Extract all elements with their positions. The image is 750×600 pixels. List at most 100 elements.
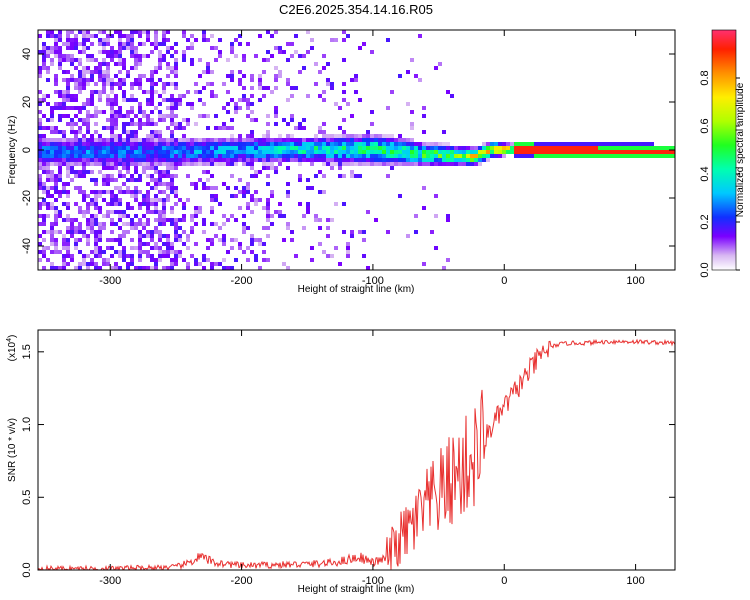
spectrogram-cell — [66, 174, 70, 178]
spectrogram-cell — [594, 142, 598, 146]
spectrogram-cell — [54, 230, 58, 234]
spectrogram-cell — [150, 90, 154, 94]
spectrogram-cell — [142, 162, 146, 166]
spectrogram-cell — [274, 122, 278, 126]
spectrogram-cell — [226, 102, 230, 106]
spectrogram-cell — [190, 226, 194, 230]
spectrogram-cell — [174, 102, 178, 106]
spectrogram-cell — [378, 142, 382, 146]
spectrogram-cell — [122, 246, 126, 250]
spectrogram-cell — [646, 154, 650, 158]
spectrogram-cell — [42, 150, 46, 154]
spectrogram-cell — [142, 142, 146, 146]
spectrogram-cell — [266, 30, 270, 34]
spectrogram-cell — [206, 62, 210, 66]
spectrogram-cell — [374, 162, 378, 166]
spectrogram-cell — [642, 154, 646, 158]
spectrogram-cell — [282, 142, 286, 146]
spectrogram-cell — [278, 74, 282, 78]
spectrogram-cell — [46, 126, 50, 130]
spectrogram-cell — [250, 234, 254, 238]
spectrogram-cell — [230, 214, 234, 218]
spectrogram-cell — [158, 146, 162, 150]
spectrogram-cell — [194, 122, 198, 126]
spectrogram-cell — [70, 130, 74, 134]
spectrogram-cell — [130, 174, 134, 178]
spectrogram-cell — [342, 162, 346, 166]
spectrogram-cell — [126, 42, 130, 46]
spectrogram-cell — [74, 146, 78, 150]
spectrogram-cell — [514, 154, 518, 158]
spectrogram-cell — [278, 158, 282, 162]
spectrogram-cell — [374, 138, 378, 142]
spectrogram-cell — [158, 158, 162, 162]
spectrogram-cell — [166, 66, 170, 70]
spectrogram-cell — [162, 86, 166, 90]
spectrogram-cell — [78, 262, 82, 266]
spectrogram-cell — [250, 86, 254, 90]
spectrogram-cell — [174, 70, 178, 74]
spectrogram-cell — [190, 254, 194, 258]
spectrogram-cell — [558, 146, 562, 150]
spectrogram-ytick-label: 40 — [21, 48, 33, 60]
spectrogram-cell — [66, 202, 70, 206]
spectrogram-cell — [194, 82, 198, 86]
spectrogram-cell — [410, 58, 414, 62]
spectrogram-cell — [342, 98, 346, 102]
spectrogram-cell — [234, 54, 238, 58]
spectrogram-cell — [230, 238, 234, 242]
spectrogram-cell — [250, 210, 254, 214]
spectrogram-cell — [670, 154, 674, 158]
spectrogram-cell — [50, 118, 54, 122]
spectrogram-cell — [90, 94, 94, 98]
spectrogram-cell — [98, 62, 102, 66]
spectrogram-cell — [74, 78, 78, 82]
spectrogram-cell — [366, 130, 370, 134]
spectrogram-cell — [38, 154, 42, 158]
spectrogram-cell — [230, 146, 234, 150]
spectrogram-cell — [178, 198, 182, 202]
spectrogram-cell — [298, 178, 302, 182]
spectrogram-cell — [446, 162, 450, 166]
spectrogram-cell — [238, 106, 242, 110]
spectrogram-cell — [62, 186, 66, 190]
spectrogram-cell — [94, 130, 98, 134]
spectrogram-cell — [70, 42, 74, 46]
spectrogram-cell — [90, 142, 94, 146]
spectrogram-cell — [106, 34, 110, 38]
spectrogram-cell — [230, 158, 234, 162]
spectrogram-cell — [150, 238, 154, 242]
spectrogram-cell — [390, 134, 394, 138]
spectrogram-cell — [610, 142, 614, 146]
spectrogram-cell — [78, 30, 82, 34]
spectrogram-cell — [78, 126, 82, 130]
spectrogram-cell — [150, 230, 154, 234]
spectrogram-cell — [174, 202, 178, 206]
spectrogram-cell — [342, 82, 346, 86]
spectrogram-cell — [54, 162, 58, 166]
spectrogram-cell — [442, 162, 446, 166]
spectrogram-cell — [306, 154, 310, 158]
snr-xtick-label: -100 — [362, 575, 384, 587]
spectrogram-cell — [366, 146, 370, 150]
spectrogram-cell — [166, 246, 170, 250]
spectrogram-cell — [274, 138, 278, 142]
spectrogram-cell — [170, 190, 174, 194]
spectrogram-cell — [266, 130, 270, 134]
spectrogram-cell — [114, 110, 118, 114]
spectrogram-cell — [114, 134, 118, 138]
spectrogram-cell — [238, 206, 242, 210]
spectrogram-cell — [110, 202, 114, 206]
spectrogram-cell — [606, 146, 610, 150]
spectrogram-cell — [86, 78, 90, 82]
spectrogram-cell — [58, 170, 62, 174]
spectrogram-cell — [146, 202, 150, 206]
spectrogram-cell — [146, 134, 150, 138]
spectrogram-cell — [214, 154, 218, 158]
spectrogram-cell — [310, 146, 314, 150]
spectrogram-cell — [126, 122, 130, 126]
spectrogram-cell — [298, 158, 302, 162]
spectrogram-cell — [178, 158, 182, 162]
spectrogram-cell — [170, 134, 174, 138]
spectrogram-cell — [162, 38, 166, 42]
